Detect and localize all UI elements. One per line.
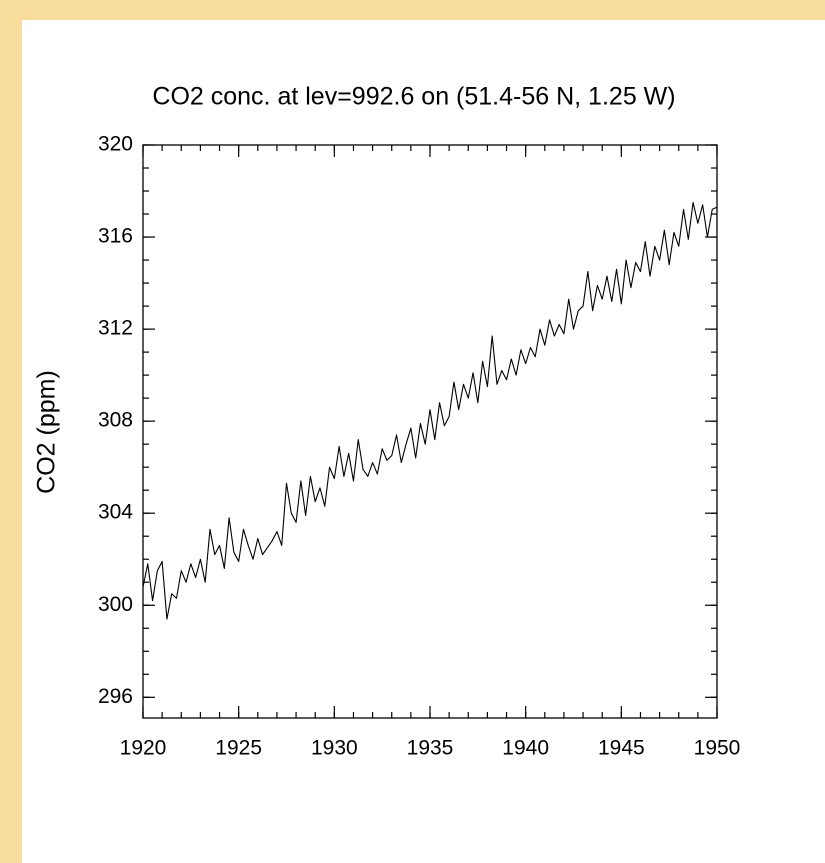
y-tick-label: 304 — [98, 501, 133, 524]
x-tick-label: 1920 — [120, 737, 167, 760]
y-tick-label: 312 — [98, 317, 133, 340]
x-tick-label: 1935 — [407, 737, 454, 760]
x-tick-label: 1925 — [215, 737, 262, 760]
x-tick-label: 1930 — [311, 737, 358, 760]
y-tick-label: 316 — [98, 225, 133, 248]
y-tick-label: 320 — [98, 133, 133, 156]
x-tick-label: 1950 — [694, 737, 741, 760]
data-line — [142, 201, 718, 620]
y-axis-label: CO2 (ppm) — [33, 370, 61, 494]
y-tick-label: 300 — [98, 593, 133, 616]
y-tick-label: 308 — [98, 409, 133, 432]
x-tick-label: 1945 — [598, 737, 645, 760]
y-tick-label: 296 — [98, 685, 133, 708]
chart-title: CO2 conc. at lev=992.6 on (51.4-56 N, 1.… — [152, 83, 675, 111]
x-tick-label: 1940 — [502, 737, 549, 760]
panel — [22, 20, 825, 863]
